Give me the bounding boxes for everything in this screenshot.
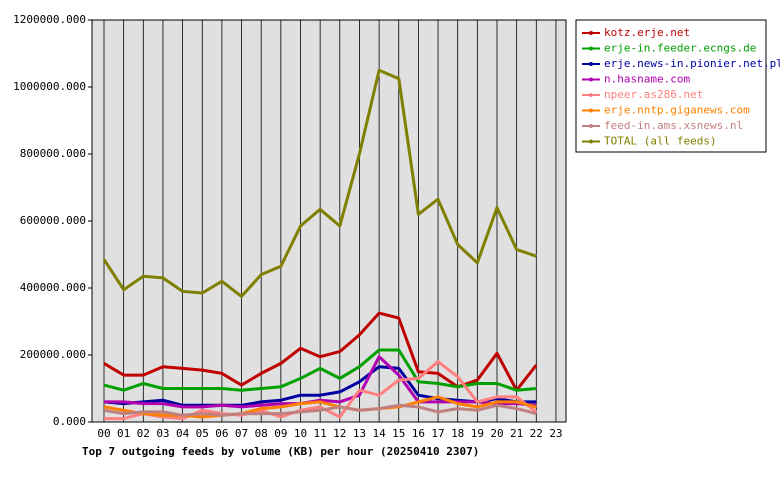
legend-dot [589, 124, 593, 128]
legend-dot [589, 108, 593, 113]
x-tick-label: 08 [255, 427, 268, 440]
x-tick-label: 12 [333, 427, 346, 440]
x-tick-label: 20 [490, 427, 503, 440]
x-tick-label: 22 [530, 427, 543, 440]
x-tick-label: 17 [431, 427, 444, 440]
legend-label: erje-in.feeder.ecngs.de [604, 42, 756, 55]
legend-label: feed-in.ams.xsnews.nl [604, 119, 743, 132]
legend-label: erje.nntp.giganews.com [604, 104, 750, 117]
legend-dot [589, 62, 593, 66]
legend-dot [589, 77, 593, 82]
x-tick-label: 16 [412, 427, 425, 440]
x-tick-label: 04 [176, 427, 190, 440]
x-tick-label: 15 [392, 427, 405, 440]
series-line [104, 360, 538, 421]
legend-label: erje.news-in.pionier.net.pl [604, 57, 780, 70]
x-tick-label: 05 [196, 427, 209, 440]
x-tick-label: 11 [314, 427, 327, 440]
x-tick-label: 14 [372, 427, 386, 440]
x-tick-label: 02 [137, 427, 150, 440]
legend-box [575, 19, 767, 153]
x-tick-label: 19 [471, 427, 484, 440]
x-tick-label: 18 [451, 427, 464, 440]
legend-label: npeer.as286.net [604, 88, 703, 101]
y-tick-label: 800000.000 [20, 147, 86, 160]
legend-dot [589, 93, 593, 97]
series-line [102, 68, 537, 298]
y-tick-label: 1200000.000 [13, 13, 86, 26]
legend-dot [589, 31, 593, 35]
x-tick-label: 07 [235, 427, 248, 440]
y-tick-label: 400000.000 [20, 281, 86, 294]
legend-dot [589, 46, 593, 51]
series-line [104, 355, 537, 409]
legend-dot [589, 139, 593, 144]
legend-label: kotz.erje.net [604, 26, 690, 39]
chart-title: Top 7 outgoing feeds by volume (KB) per … [82, 445, 479, 458]
x-tick-label: 01 [117, 427, 130, 440]
y-tick-label: 600000.000 [20, 214, 86, 227]
series-line [103, 403, 537, 417]
y-tick-label: 200000.000 [20, 348, 86, 361]
x-tick-label: 13 [353, 427, 366, 440]
x-tick-label: 23 [549, 427, 562, 440]
x-tick-label: 10 [294, 427, 307, 440]
x-tick-label: 21 [510, 427, 523, 440]
y-tick-label: 1000000.000 [13, 80, 86, 93]
x-tick-label: 06 [215, 427, 228, 440]
x-tick-label: 03 [156, 427, 169, 440]
legend-label: TOTAL (all feeds) [604, 135, 717, 148]
y-tick-label: 0.000 [53, 415, 86, 428]
legend-label: n.hasname.com [604, 73, 690, 86]
x-tick-label: 09 [274, 427, 287, 440]
x-tick-label: 00 [97, 427, 110, 440]
